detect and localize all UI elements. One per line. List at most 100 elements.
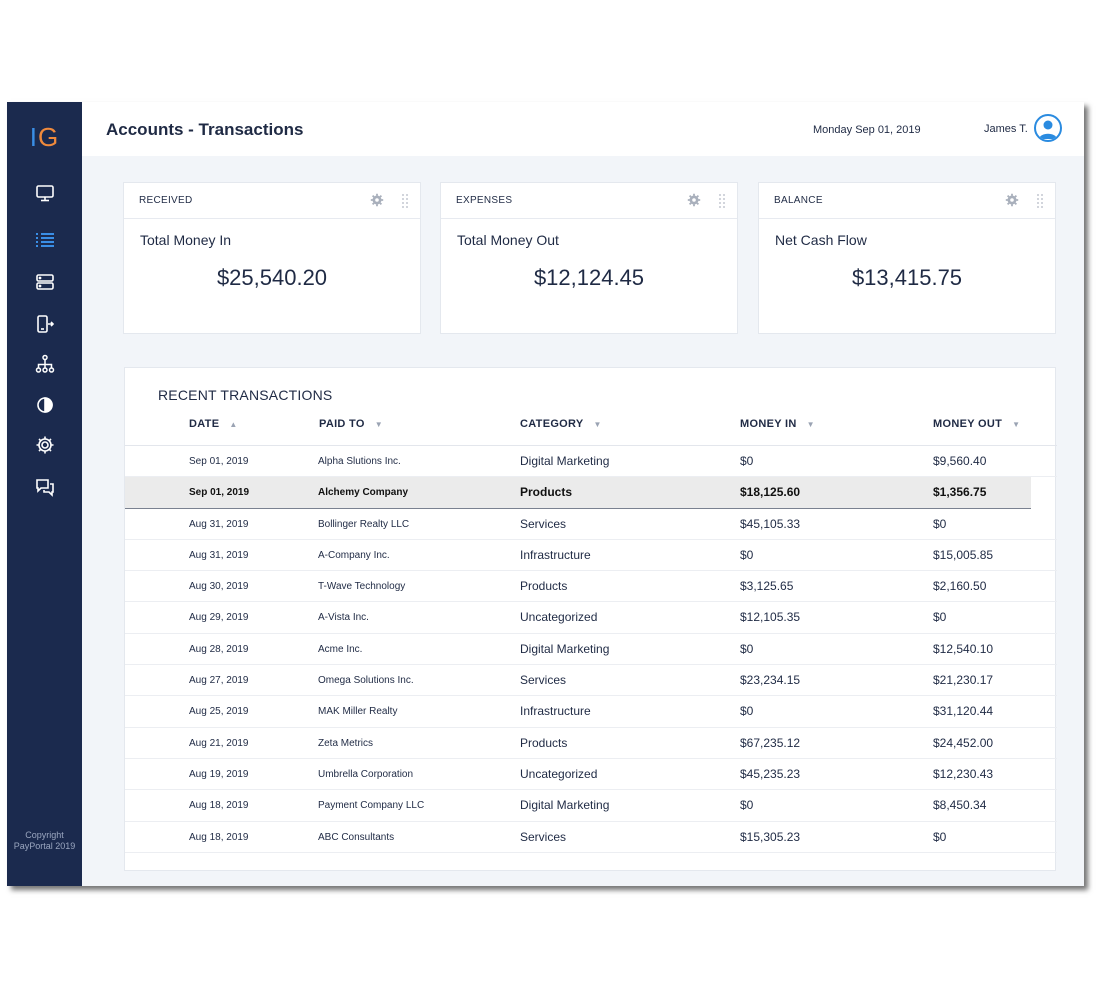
transaction-category: Digital Marketing: [520, 641, 610, 656]
drag-handle-icon[interactable]: [400, 193, 410, 209]
transaction-money-in: $0: [740, 547, 754, 562]
transaction-money-in: $15,305.23: [740, 829, 801, 844]
transaction-payee: Umbrella Corporation: [318, 768, 414, 780]
logo-letter-g: G: [38, 122, 60, 152]
transaction-money-out: $0: [933, 610, 947, 625]
table-row[interactable]: Aug 27, 2019 Omega Solutions Inc. Services…: [125, 665, 1057, 697]
transaction-payee: Payment Company LLC: [318, 800, 425, 812]
transaction-category: Uncategorized: [520, 610, 598, 625]
expenses-card: EXPENSES Total Money Out $12,124.45: [440, 182, 738, 334]
transactions-panel: RECENT TRANSACTIONS DATE ▲ PAID TO ▼ CATEG…: [124, 367, 1057, 871]
transaction-date: Aug 31, 2019: [189, 518, 249, 530]
current-date: Monday Sep 01, 2019: [813, 124, 921, 136]
sort-asc-icon: ▲: [229, 419, 238, 429]
card-value: $12,124.45: [533, 265, 645, 290]
transaction-money-in: $18,125.60: [740, 485, 801, 500]
column-header-money-out[interactable]: MONEY OUT ▼: [933, 418, 1020, 430]
transaction-payee: A-Vista Inc.: [318, 612, 369, 624]
gear-icon[interactable]: [370, 193, 384, 207]
drag-handle-icon[interactable]: [717, 193, 727, 209]
column-header-category[interactable]: CATEGORY ▼: [520, 418, 602, 430]
column-header-paid-to[interactable]: PAID TO ▼: [319, 418, 383, 430]
user-name[interactable]: James T.: [984, 123, 1028, 135]
table-row[interactable]: Sep 01, 2019 Alchemy Company Products $18,1…: [125, 477, 1031, 509]
transaction-date: Aug 19, 2019: [189, 768, 249, 780]
chat-icon: [35, 479, 54, 497]
transaction-payee: Omega Solutions Inc.: [318, 675, 414, 687]
transaction-category: Services: [520, 829, 567, 844]
table-row[interactable]: Aug 31, 2019 Bollinger Realty LLC Services…: [125, 509, 1057, 540]
table-row[interactable]: Sep 01, 2019 Alpha Slutions Inc. Digital M…: [125, 446, 1057, 478]
transaction-date: Aug 31, 2019: [189, 549, 249, 561]
sort-desc-icon: ▼: [806, 419, 815, 429]
transaction-category: Products: [520, 735, 568, 750]
transaction-payee: Bollinger Realty LLC: [318, 518, 410, 530]
table-row[interactable]: Aug 18, 2019 Payment Company LLC Digital M…: [125, 790, 1057, 822]
sidebar-item-mobile[interactable]: [7, 307, 82, 341]
logo-letter-i: I: [29, 122, 38, 152]
sidebar-item-transactions[interactable]: [7, 223, 82, 257]
card-value: $13,415.75: [851, 265, 963, 290]
card-subtitle: Total Money In: [140, 232, 232, 248]
table-row[interactable]: Aug 19, 2019 Umbrella Corporation Uncatego…: [125, 759, 1057, 791]
sort-desc-icon: ▼: [374, 419, 383, 429]
transaction-date: Aug 21, 2019: [189, 737, 249, 749]
sidebar-item-organization[interactable]: [7, 347, 82, 381]
sidebar-item-messages[interactable]: [7, 470, 82, 504]
transaction-money-in: $3,125.65: [740, 579, 794, 594]
logo[interactable]: IG: [7, 122, 82, 153]
transaction-money-out: $24,452.00: [933, 735, 994, 750]
transaction-category: Services: [520, 516, 567, 531]
table-row[interactable]: Aug 30, 2019 T-Wave Technology Products $3,…: [125, 571, 1057, 603]
transaction-category: Digital Marketing: [520, 454, 610, 468]
transaction-money-out: $0: [933, 516, 947, 531]
transaction-money-in: $0: [740, 798, 754, 813]
transaction-category: Services: [520, 673, 567, 688]
column-header-money-in[interactable]: MONEY IN ▼: [740, 418, 815, 430]
avatar[interactable]: [1034, 114, 1062, 142]
table-row[interactable]: Aug 29, 2019 A-Vista Inc. Uncategorized $12…: [125, 602, 1057, 634]
transaction-date: Aug 27, 2019: [189, 675, 249, 687]
table-row[interactable]: Aug 18, 2019 ABC Consultants Services $15,3…: [125, 822, 1057, 853]
transactions-table-body: Sep 01, 2019 Alpha Slutions Inc. Digital M…: [125, 446, 1057, 853]
card-label: RECEIVED: [139, 195, 193, 206]
transaction-money-out: $21,230.17: [933, 673, 994, 688]
transaction-payee: ABC Consultants: [318, 831, 395, 843]
transaction-money-in: $45,105.33: [740, 516, 801, 531]
transaction-money-in: $12,105.35: [740, 610, 801, 625]
table-row[interactable]: Aug 31, 2019 A-Company Inc. Infrastructure…: [125, 540, 1057, 572]
transaction-money-out: $9,560.40: [933, 454, 987, 468]
gear-icon[interactable]: [687, 193, 701, 207]
monitor-icon: [35, 185, 54, 202]
sidebar-item-servers[interactable]: [7, 265, 82, 299]
card-label: EXPENSES: [456, 195, 513, 206]
list-icon: [35, 233, 54, 247]
transaction-category: Products: [520, 485, 573, 500]
mobile-transfer-icon: [36, 315, 54, 333]
table-row[interactable]: Aug 28, 2019 Acme Inc. Digital Marketing $0…: [125, 634, 1057, 666]
sidebar-item-reports[interactable]: [7, 388, 82, 422]
drag-handle-icon[interactable]: [1035, 193, 1045, 209]
app-window: IG: [7, 102, 1084, 886]
column-header-date[interactable]: DATE ▲: [189, 418, 238, 430]
transaction-payee: MAK Miller Realty: [318, 706, 398, 718]
gear-icon[interactable]: [1005, 193, 1019, 207]
sidebar-item-settings[interactable]: [7, 428, 82, 462]
column-header-label: MONEY OUT: [933, 418, 1003, 430]
copyright: Copyright PayPortal 2019: [7, 830, 82, 852]
transaction-money-out: $8,450.34: [933, 798, 987, 813]
table-row[interactable]: Aug 25, 2019 MAK Miller Realty Infrastruct…: [125, 696, 1057, 728]
card-header: RECEIVED: [124, 183, 420, 219]
transaction-date: Aug 30, 2019: [189, 581, 249, 593]
column-header-label: MONEY IN: [740, 418, 797, 430]
top-bar: Accounts - Transactions Monday Sep 01, 2…: [82, 102, 1084, 156]
transaction-payee: Zeta Metrics: [318, 737, 374, 749]
transaction-payee: Alpha Slutions Inc.: [318, 456, 401, 467]
sidebar-item-dashboard[interactable]: [7, 176, 82, 210]
gear-icon: [36, 436, 53, 454]
transaction-money-out: $15,005.85: [933, 547, 994, 562]
transaction-money-in: $0: [740, 641, 754, 656]
header-divider: [125, 445, 1057, 446]
column-header-label: DATE: [189, 418, 220, 430]
table-row[interactable]: Aug 21, 2019 Zeta Metrics Products $67,235.…: [125, 728, 1057, 759]
